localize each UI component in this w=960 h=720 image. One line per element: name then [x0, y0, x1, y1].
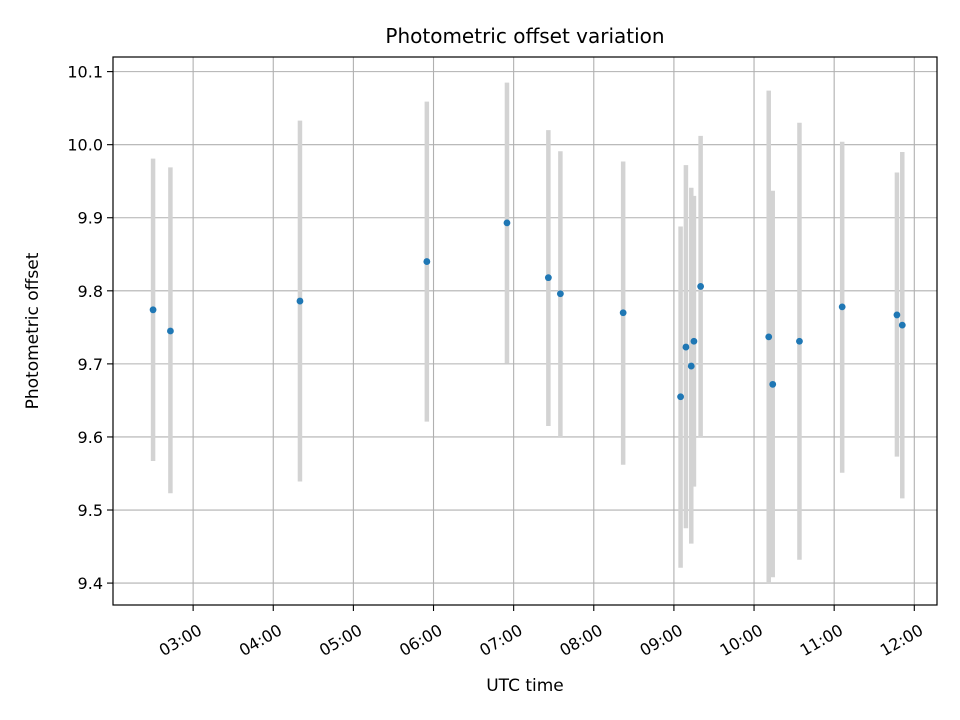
data-point	[503, 219, 511, 227]
data-point	[690, 337, 698, 345]
data-point	[556, 290, 564, 298]
data-point	[296, 297, 304, 305]
data-point	[619, 309, 627, 317]
y-tick-label: 10.1	[67, 63, 103, 82]
data-point	[149, 306, 157, 314]
data-point	[796, 337, 803, 345]
data-point	[544, 274, 552, 282]
data-point	[682, 343, 690, 351]
point-layer	[149, 219, 906, 401]
y-tick-label: 9.4	[78, 574, 103, 593]
y-tick-label: 9.9	[78, 209, 103, 228]
data-point	[769, 380, 777, 388]
data-point	[423, 258, 431, 265]
data-point	[687, 362, 695, 370]
y-tick-label: 9.5	[78, 501, 103, 520]
y-axis-title: Photometric offset	[23, 252, 43, 409]
data-point	[893, 311, 901, 319]
data-point	[765, 333, 773, 341]
y-tick-label: 9.8	[78, 282, 103, 301]
y-tick-label: 10.0	[67, 136, 103, 155]
plot-frame	[112, 56, 938, 606]
data-point	[677, 393, 684, 401]
chart-title: Photometric offset variation	[385, 24, 664, 48]
data-point	[838, 303, 846, 311]
data-point	[167, 327, 174, 335]
data-point	[697, 283, 705, 290]
y-tick-label: 9.7	[78, 355, 103, 374]
data-point	[898, 321, 906, 329]
y-tick-label: 9.6	[78, 428, 103, 447]
x-axis-title: UTC time	[486, 676, 564, 696]
